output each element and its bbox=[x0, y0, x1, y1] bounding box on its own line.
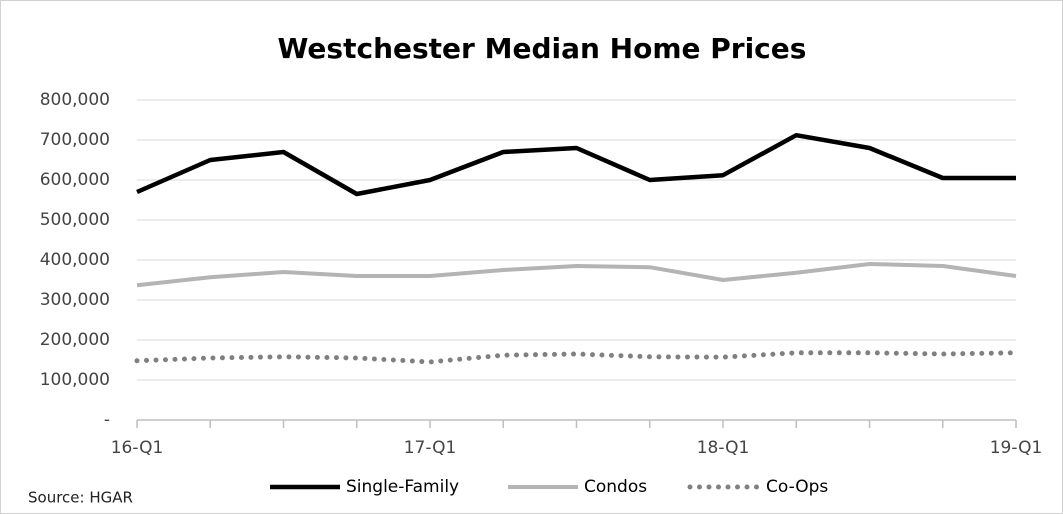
x-tick-label: 18-Q1 bbox=[697, 438, 750, 458]
y-tick-label: 400,000 bbox=[40, 250, 110, 270]
y-tick-label: 700,000 bbox=[40, 130, 110, 150]
series-line bbox=[134, 350, 1019, 365]
x-tick-label: 17-Q1 bbox=[404, 438, 457, 458]
x-tick-label: 16-Q1 bbox=[111, 438, 164, 458]
source-note: Source: HGAR bbox=[28, 489, 133, 507]
legend-label: Condos bbox=[584, 477, 647, 497]
legend-label: Single-Family bbox=[346, 477, 459, 497]
x-tick-label: 19-Q1 bbox=[990, 438, 1043, 458]
y-tick-label: 600,000 bbox=[40, 170, 110, 190]
y-tick-label: 100,000 bbox=[40, 370, 110, 390]
y-tick-label: 200,000 bbox=[40, 330, 110, 350]
y-tick-label: - bbox=[104, 410, 110, 430]
series-line bbox=[136, 132, 1016, 197]
y-tick-label: 300,000 bbox=[40, 290, 110, 310]
chart-title: Westchester Median Home Prices bbox=[278, 32, 807, 65]
y-tick-label: 800,000 bbox=[40, 90, 110, 110]
y-tick-label: 500,000 bbox=[40, 210, 110, 230]
legend-label: Co-Ops bbox=[766, 477, 828, 497]
series-line bbox=[136, 262, 1017, 288]
